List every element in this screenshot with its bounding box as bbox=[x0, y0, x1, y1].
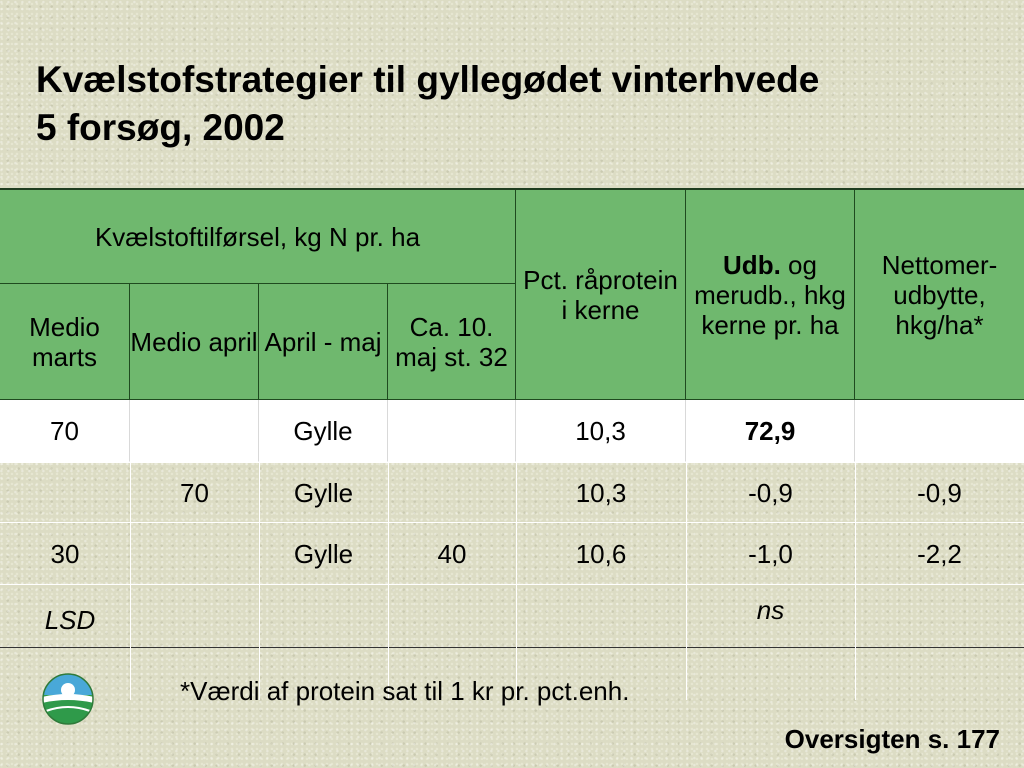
header-protein: Pct. råprotein i kerne bbox=[516, 190, 686, 400]
cell-april: 70 bbox=[180, 478, 209, 508]
cell-maj bbox=[388, 463, 516, 523]
cell-net: -2,2 bbox=[917, 539, 962, 569]
subheader-medio-marts: Medio marts bbox=[0, 284, 130, 400]
results-table: Kvælstoftilførsel, kg N pr. ha Medio mar… bbox=[0, 188, 1024, 700]
grid-line bbox=[388, 462, 389, 700]
cell-april bbox=[130, 523, 259, 585]
globe-logo-icon bbox=[42, 673, 94, 725]
cell-lsd-label: LSD bbox=[44, 605, 96, 635]
cell-marts: 70 bbox=[0, 400, 130, 462]
page-title: Kvælstofstrategier til gyllegødet vinter… bbox=[36, 56, 819, 152]
cell-net bbox=[855, 400, 1024, 462]
cell-yield: -1,0 bbox=[748, 539, 793, 569]
subheader-medio-april: Medio april bbox=[130, 284, 259, 400]
grid-line bbox=[686, 462, 687, 700]
title-line-1: Kvælstofstrategier til gyllegødet vinter… bbox=[36, 59, 820, 100]
header-yield: Udb. og merudb., hkg kerne pr. ha bbox=[686, 190, 855, 400]
cell-april-maj: Gylle bbox=[293, 539, 354, 569]
header-yield-rest: og merudb., hkg kerne pr. ha bbox=[694, 249, 846, 340]
subheader-april-maj: April - maj bbox=[259, 284, 388, 400]
cell-yield: 72,9 bbox=[686, 400, 855, 462]
table-row: 70 Gylle 10,3 -0,9 -0,9 bbox=[0, 462, 1024, 523]
grid-line bbox=[130, 462, 131, 700]
grid-line bbox=[516, 462, 517, 700]
cell-maj: 40 bbox=[437, 539, 467, 569]
title-line-2: 5 forsøg, 2002 bbox=[36, 107, 285, 148]
cell-april-maj: Gylle bbox=[293, 478, 354, 508]
group-header-nitrogen: Kvælstoftilførsel, kg N pr. ha bbox=[0, 190, 516, 284]
cell-marts bbox=[0, 463, 130, 523]
table-row: LSD ns bbox=[0, 584, 1024, 648]
source-reference: Oversigten s. 177 bbox=[784, 724, 1000, 754]
grid-line bbox=[855, 462, 856, 700]
cell-net: -0,9 bbox=[917, 478, 962, 508]
cell-april bbox=[130, 400, 259, 462]
header-yield-bold: Udb. bbox=[723, 249, 781, 280]
subheader-ca-10-maj: Ca. 10. maj st. 32 bbox=[388, 284, 516, 400]
cell-marts: 30 bbox=[50, 539, 80, 569]
table-row: 70 Gylle 10,3 72,9 bbox=[0, 400, 1024, 462]
table-top-border bbox=[0, 188, 1024, 190]
cell-protein: 10,3 bbox=[516, 400, 686, 462]
cell-protein: 10,3 bbox=[575, 478, 627, 508]
cell-maj bbox=[388, 400, 516, 462]
table-row: 30 Gylle 40 10,6 -1,0 -2,2 bbox=[0, 522, 1024, 585]
cell-yield-lsd: ns bbox=[756, 595, 785, 625]
grid-line bbox=[259, 462, 260, 700]
cell-yield: -0,9 bbox=[748, 478, 793, 508]
cell-protein: 10,6 bbox=[575, 539, 627, 569]
cell-april-maj: Gylle bbox=[259, 400, 388, 462]
footnote: *Værdi af protein sat til 1 kr pr. pct.e… bbox=[180, 676, 630, 706]
header-net-yield: Nettomer-udbytte, hkg/ha* bbox=[855, 190, 1024, 400]
